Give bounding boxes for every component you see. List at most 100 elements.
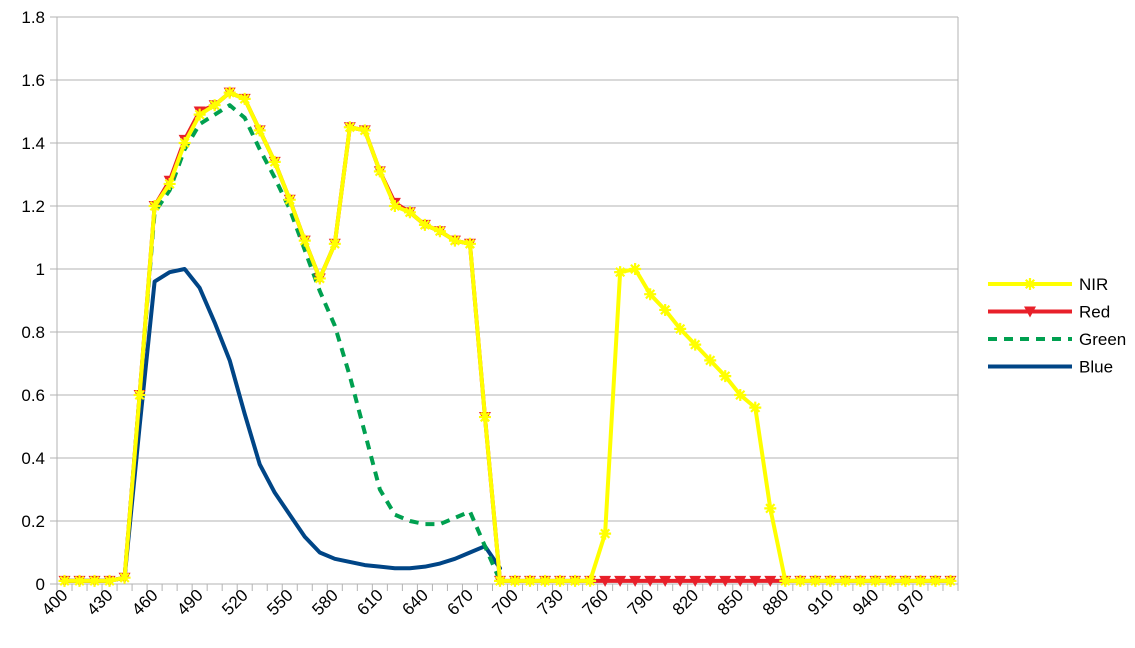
data-point-nir [463, 237, 476, 250]
data-point-nir [493, 574, 506, 587]
y-tick-label: 1.2 [21, 197, 45, 216]
data-point-nir [298, 234, 311, 247]
series-line-nir [62, 90, 953, 583]
data-point-nir [839, 574, 852, 587]
data-point-nir [659, 303, 672, 316]
data-point-red [659, 575, 672, 587]
x-tick-label: 550 [263, 586, 296, 619]
x-tick-label: 430 [83, 586, 116, 619]
legend-label-red: Red [1079, 303, 1110, 322]
x-tick-label: 970 [894, 586, 927, 619]
data-point-nir [569, 574, 582, 587]
data-point-nir [854, 574, 867, 587]
data-point-nir [133, 389, 146, 401]
y-tick-label: 1 [36, 260, 45, 279]
x-tick-label: 760 [579, 586, 612, 619]
data-point-nir [148, 200, 161, 212]
x-tick-label: 490 [173, 586, 206, 619]
data-point-nir [418, 218, 431, 231]
legend-marker-red [1024, 306, 1036, 318]
x-tick-label: 670 [444, 586, 477, 619]
data-point-nir [253, 124, 266, 137]
legend-label-nir: NIR [1079, 275, 1108, 294]
x-tick-label: 580 [308, 586, 341, 619]
data-point-nir [524, 574, 537, 587]
legend-item-blue: Blue [988, 358, 1113, 377]
data-point-red [674, 575, 687, 587]
data-point-nir [178, 137, 191, 149]
grid-lines [57, 16, 958, 585]
data-point-red [644, 575, 657, 587]
x-tick-label: 820 [669, 586, 702, 619]
x-tick-label: 940 [849, 586, 882, 619]
y-tick-label: 1.8 [21, 8, 45, 27]
data-point-nir [554, 574, 567, 587]
data-point-nir [343, 121, 356, 134]
x-tick-label: 460 [128, 586, 161, 619]
data-point-nir [268, 155, 281, 168]
y-tick-labels: 0 0.2 0.4 0.6 0.8 1 1.2 1.4 1.6 1.8 [21, 8, 45, 594]
data-point-nir [73, 574, 86, 587]
data-point-nir [899, 574, 912, 587]
data-point-nir [283, 193, 296, 206]
x-tick-label: 700 [489, 586, 522, 619]
data-point-nir [328, 237, 341, 250]
y-tick-label: 0.4 [21, 449, 45, 468]
x-tick-label: 880 [759, 586, 792, 619]
y-tick-label: 1.6 [21, 71, 45, 90]
legend-item-red: Red [988, 303, 1110, 322]
x-tick-label: 640 [398, 586, 431, 619]
y-tick-label: 0 [36, 575, 45, 594]
legend-marker-nir [1024, 278, 1036, 290]
data-point-nir [58, 574, 71, 587]
data-point-nir [313, 272, 326, 285]
axes [50, 16, 959, 591]
data-point-nir [719, 370, 732, 383]
series-blue [62, 267, 502, 583]
data-point-nir [629, 263, 642, 275]
data-point-nir [614, 266, 627, 279]
x-tick-label: 730 [534, 586, 567, 619]
data-point-nir [929, 574, 942, 587]
series-red [58, 87, 957, 587]
data-point-nir [779, 574, 792, 587]
data-point-nir [509, 574, 522, 587]
data-point-nir [403, 206, 416, 219]
x-tick-label: 850 [714, 586, 747, 619]
x-tick-label: 520 [218, 586, 251, 619]
data-point-nir [764, 502, 777, 515]
legend-item-green: Green [988, 330, 1126, 349]
plot-area [58, 86, 957, 587]
data-point-nir [869, 574, 882, 587]
legend-item-nir: NIR [988, 275, 1108, 294]
legend-label-blue: Blue [1079, 358, 1113, 377]
y-tick-label: 1.4 [21, 134, 45, 153]
series-line-blue [62, 267, 502, 583]
data-point-nir [914, 574, 927, 587]
series-line-red [62, 90, 953, 583]
data-point-nir [238, 92, 251, 105]
data-point-nir [358, 124, 371, 137]
data-point-red [614, 575, 627, 587]
data-point-red [629, 575, 642, 587]
legend: NIR Red Green Blue [988, 275, 1126, 377]
x-tick-label: 790 [624, 586, 657, 619]
data-point-nir [944, 574, 957, 587]
data-point-nir [794, 574, 807, 587]
data-point-nir [208, 99, 221, 112]
data-point-nir [884, 574, 897, 587]
data-point-nir [734, 389, 747, 401]
data-point-nir [193, 108, 206, 121]
data-point-red [749, 575, 762, 587]
data-point-nir [584, 574, 597, 587]
data-point-nir [809, 574, 822, 587]
data-point-nir [163, 177, 176, 190]
data-point-nir [824, 574, 837, 587]
data-point-red [599, 575, 612, 587]
data-point-nir [644, 288, 657, 301]
data-point-nir [88, 574, 101, 587]
data-point-red [689, 575, 702, 587]
data-point-nir [704, 354, 717, 367]
legend-label-green: Green [1079, 330, 1126, 349]
data-point-nir [478, 411, 491, 424]
